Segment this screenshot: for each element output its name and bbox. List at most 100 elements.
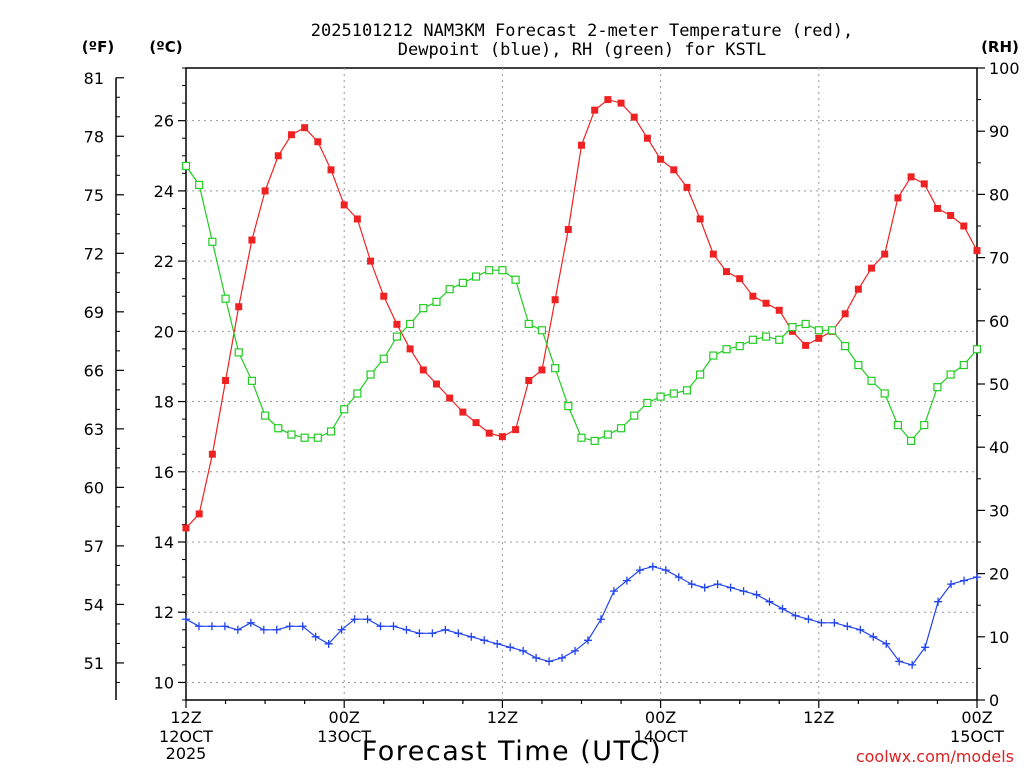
temperature-point (314, 138, 322, 146)
dewpoint-line (185, 565, 978, 666)
celsius-tick-label: 24 (154, 182, 174, 201)
temperature-point (578, 141, 585, 149)
rh-point (933, 383, 942, 392)
gridlines (186, 68, 977, 700)
date-tick-label: 12OCT (159, 727, 213, 746)
rh-point (616, 424, 626, 433)
rh-point (234, 348, 243, 357)
dewpoint-point (389, 622, 398, 631)
temperature-point (485, 429, 493, 437)
fahrenheit-tick-label: 72 (84, 244, 104, 263)
temperature-point (406, 345, 414, 353)
fahrenheit-tick-label: 63 (84, 420, 104, 439)
dewpoint-point (778, 604, 787, 613)
rh-point (221, 294, 230, 303)
dewpoint-point (454, 629, 463, 638)
dewpoint-point (545, 657, 554, 666)
rh-point (274, 424, 283, 433)
temperature-point (709, 250, 717, 258)
temperature-point (894, 194, 902, 202)
temperature-point (868, 264, 876, 272)
rh-point (181, 161, 191, 171)
rh-point (458, 278, 467, 287)
time-tick-label: 00Z (329, 708, 360, 727)
rh-axis: 0 10 20 30 40 50 60 70 80 90 100 (977, 59, 1020, 710)
dewpoint-point (622, 576, 631, 585)
rh-point (208, 237, 217, 246)
temperature-point (222, 376, 230, 384)
dewpoint-point (480, 636, 489, 645)
dewpoint-point (324, 639, 333, 648)
temperature-point (854, 285, 862, 293)
temperature-point (327, 166, 335, 174)
temperature-point (472, 419, 480, 427)
dewpoint-point (519, 646, 528, 655)
temperature-point (235, 303, 243, 311)
rh-tick-label: 30 (989, 501, 1009, 520)
temperature-point (353, 215, 361, 223)
dewpoint-point (804, 615, 813, 624)
temperature-point (933, 204, 941, 212)
dewpoint-point (558, 653, 567, 662)
temperature-point (512, 426, 520, 434)
dewpoint-point (817, 618, 826, 627)
temperature-point (340, 201, 348, 209)
rh-point (735, 341, 744, 351)
temperature-point (775, 306, 783, 314)
temperature-point (367, 257, 375, 265)
dewpoint-point (830, 618, 839, 627)
x-axis-title: Forecast Time (UTC) (362, 736, 663, 767)
rh-point (564, 402, 573, 411)
dewpoint-point (467, 632, 476, 641)
temperature-point (947, 211, 955, 219)
celsius-tick-label: 16 (154, 463, 174, 482)
dewpoint-point (506, 643, 515, 652)
rh-point (682, 386, 692, 395)
dewpoint-point (895, 657, 904, 666)
temperature-point (643, 134, 651, 142)
dewpoint-point (609, 587, 618, 596)
temperature-point (459, 408, 467, 416)
rh-point (696, 370, 705, 379)
dewpoint-point (583, 636, 592, 645)
dewpoint-point (687, 580, 696, 589)
dewpoint-point (207, 622, 216, 631)
rh-tick-label: 0 (989, 691, 999, 710)
fahrenheit-unit-label: (ºF) (82, 38, 114, 56)
temperature-point (762, 299, 770, 307)
rh-point (748, 335, 757, 344)
rh-tick-label: 40 (989, 438, 1009, 457)
temperature-point (670, 166, 678, 174)
celsius-tick-label: 20 (154, 322, 174, 341)
time-tick-label: 00Z (645, 708, 676, 727)
dewpoint-point (402, 625, 411, 634)
dewpoint-point (661, 566, 670, 575)
rh-point (537, 326, 547, 335)
temperature-point (393, 320, 401, 328)
fahrenheit-tick-label: 81 (84, 69, 104, 88)
dewpoint-point (246, 618, 255, 627)
celsius-tick-label: 14 (154, 533, 174, 552)
dewpoint-point (376, 622, 385, 631)
rh-point (485, 266, 494, 275)
temperature-point (907, 173, 915, 181)
dewpoint-point (259, 625, 268, 634)
rh-tick-label: 80 (989, 185, 1009, 204)
temperature-point (657, 155, 665, 163)
rh-point (524, 319, 533, 329)
rh-point (432, 297, 441, 306)
rh-point (854, 360, 863, 370)
rh-point (946, 370, 955, 379)
plot-frame (185, 67, 978, 701)
dewpoint-point (947, 580, 956, 589)
dewpoint-point (908, 660, 917, 669)
dewpoint-point (363, 615, 372, 624)
temperature-point (841, 310, 849, 318)
celsius-tick-label: 12 (154, 603, 174, 622)
dewpoint-point (791, 611, 800, 620)
dewpoint-point (726, 583, 735, 592)
temperature-point (723, 268, 731, 276)
dewpoint-point (337, 625, 346, 634)
fahrenheit-tick-label: 54 (84, 595, 104, 614)
